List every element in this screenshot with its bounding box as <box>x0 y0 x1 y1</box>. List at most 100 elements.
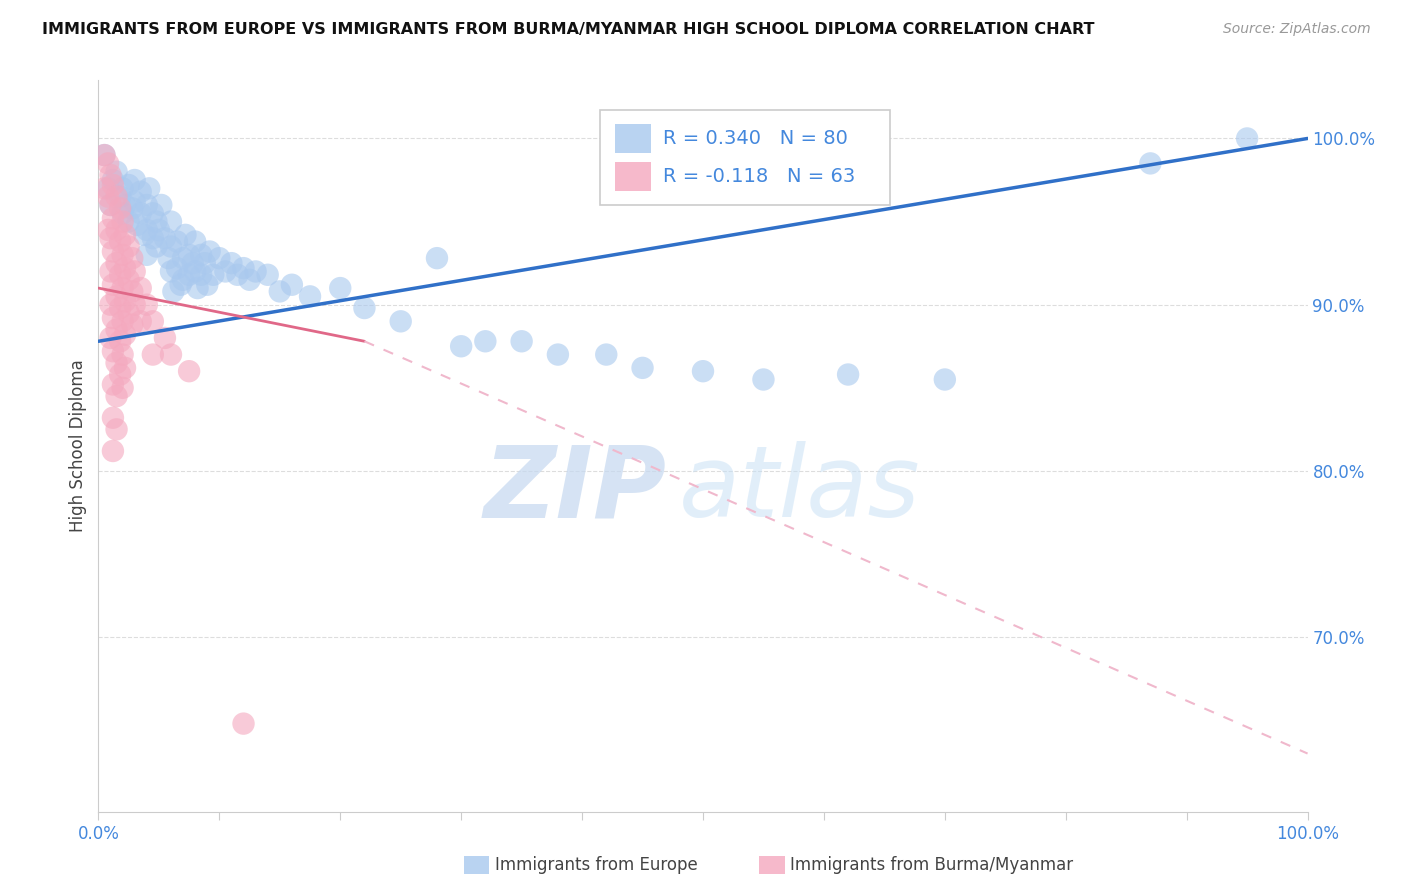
Point <box>169 277 191 292</box>
Point <box>118 214 141 228</box>
Point <box>111 281 134 295</box>
Point <box>105 422 128 436</box>
Point <box>121 201 143 215</box>
Point <box>142 347 165 362</box>
Point <box>114 327 136 342</box>
Point <box>221 256 243 270</box>
Point <box>160 214 183 228</box>
Point <box>184 235 207 249</box>
Point <box>194 256 217 270</box>
Point <box>124 173 146 187</box>
Point <box>239 273 262 287</box>
Point <box>101 277 124 292</box>
Point <box>1236 131 1258 145</box>
FancyBboxPatch shape <box>600 110 890 204</box>
Point <box>160 239 183 253</box>
Point <box>142 206 165 220</box>
Point <box>105 389 128 403</box>
Bar <box>614 162 651 192</box>
Point <box>190 248 212 262</box>
Point <box>145 214 167 228</box>
Y-axis label: High School Diploma: High School Diploma <box>69 359 87 533</box>
Point <box>97 223 120 237</box>
Point <box>179 364 201 378</box>
Point <box>118 306 141 320</box>
Point <box>93 148 115 162</box>
Point <box>474 334 496 349</box>
Point <box>179 268 201 282</box>
Point <box>118 239 141 253</box>
Point <box>353 301 375 315</box>
Point <box>124 194 146 209</box>
Point <box>281 277 304 292</box>
Point <box>256 268 278 282</box>
Point <box>142 314 165 328</box>
Point <box>172 251 194 265</box>
Point <box>105 223 128 237</box>
Point <box>100 168 122 182</box>
Point <box>135 248 157 262</box>
Point <box>198 244 221 259</box>
Point <box>450 339 472 353</box>
Point <box>97 181 120 195</box>
Point <box>101 211 124 226</box>
Point <box>226 268 249 282</box>
Point <box>114 198 136 212</box>
Point <box>111 381 134 395</box>
Point <box>105 356 128 370</box>
Point <box>389 314 412 328</box>
Point <box>105 256 128 270</box>
Point <box>118 273 141 287</box>
Point <box>105 164 128 178</box>
Point <box>837 368 859 382</box>
Bar <box>614 124 651 153</box>
Point <box>111 314 134 328</box>
Point <box>114 261 136 276</box>
Point <box>93 148 115 162</box>
Text: atlas: atlas <box>679 442 921 539</box>
Point <box>138 181 160 195</box>
Point <box>114 227 136 242</box>
Point <box>111 248 134 262</box>
Point <box>269 285 291 299</box>
Point <box>129 281 152 295</box>
Point <box>181 256 204 270</box>
Point <box>135 223 157 237</box>
Point <box>124 298 146 312</box>
Point <box>166 261 188 276</box>
Point <box>153 331 176 345</box>
Point <box>1139 156 1161 170</box>
Text: Immigrants from Burma/Myanmar: Immigrants from Burma/Myanmar <box>790 856 1073 874</box>
Point <box>108 334 131 349</box>
Point <box>752 372 775 386</box>
Point <box>166 235 188 249</box>
Point <box>595 347 617 362</box>
Point <box>135 198 157 212</box>
Point <box>97 156 120 170</box>
Point <box>114 360 136 375</box>
Point <box>184 264 207 278</box>
Point <box>97 189 120 203</box>
Point <box>426 251 449 265</box>
Point <box>108 268 131 282</box>
Point <box>150 198 173 212</box>
Point <box>299 289 322 303</box>
Point <box>142 231 165 245</box>
Point <box>187 281 209 295</box>
Point <box>108 235 131 249</box>
Point <box>202 268 225 282</box>
Point <box>111 181 134 195</box>
Point <box>114 294 136 309</box>
Point <box>100 298 122 312</box>
Point <box>934 372 956 386</box>
Point <box>172 273 194 287</box>
Point <box>101 377 124 392</box>
Point <box>118 178 141 192</box>
Point <box>232 261 254 276</box>
Point <box>100 198 122 212</box>
Text: ZIP: ZIP <box>484 442 666 539</box>
Point <box>160 347 183 362</box>
Point <box>129 206 152 220</box>
Point <box>157 251 180 265</box>
Point <box>121 318 143 332</box>
